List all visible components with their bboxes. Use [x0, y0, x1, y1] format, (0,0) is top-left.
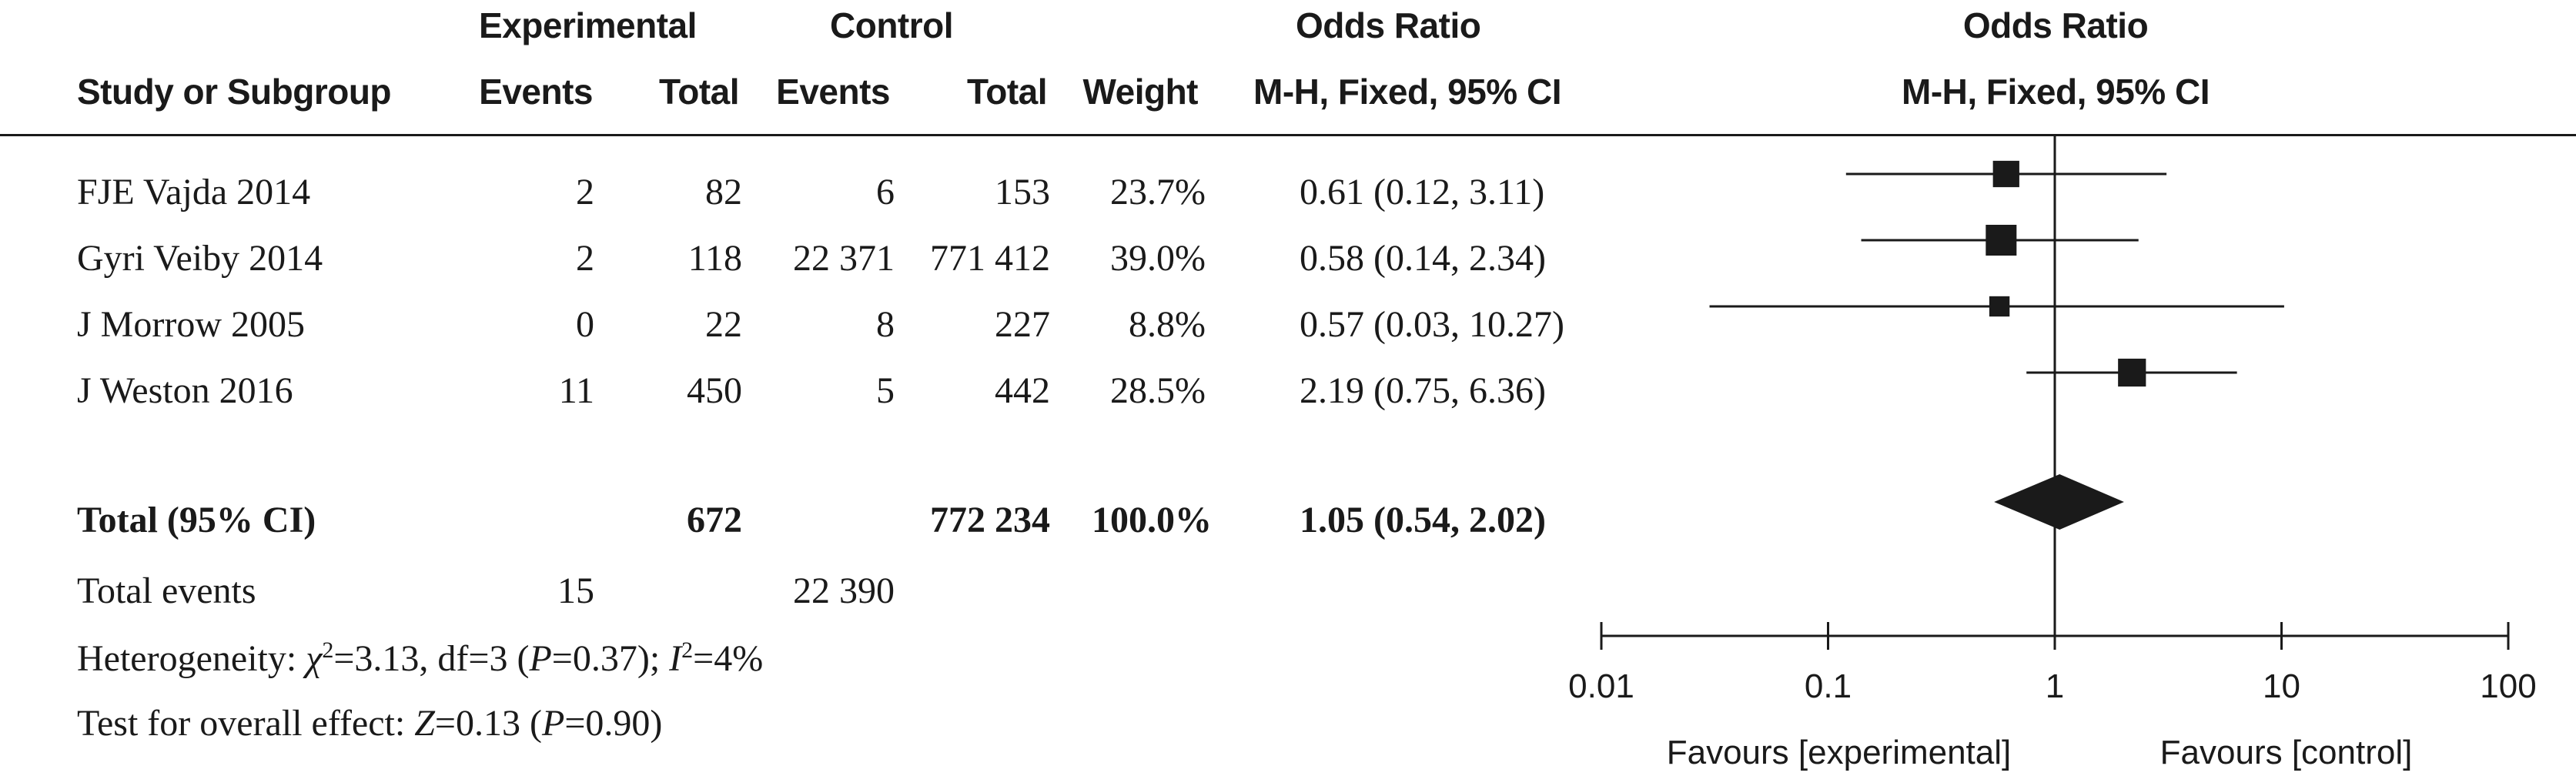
z-symbol: Z: [414, 703, 435, 744]
z-value: =0.13 (: [434, 703, 542, 744]
total-events-ctl: 22 390: [793, 570, 895, 611]
total-weight: 100.0%: [1092, 500, 1212, 540]
pooled-diamond: [1994, 474, 2124, 530]
favours-experimental-label: Favours [experimental]: [1667, 734, 2012, 771]
study-name: J Weston 2016: [77, 370, 293, 411]
total-label: Total (95% CI): [77, 500, 316, 540]
header-exp-total: Total: [659, 72, 739, 112]
study-marker: [1986, 225, 2017, 256]
weight: 23.7%: [1110, 172, 1206, 212]
ctl-total: 771 412: [930, 238, 1050, 279]
p-value: =0.90): [564, 703, 663, 744]
weight: 8.8%: [1129, 304, 1206, 345]
total-events-label: Total events: [77, 570, 256, 611]
ctl-events: 5: [876, 370, 895, 411]
odds-ratio-ci: 0.57 (0.03, 10.27): [1300, 304, 1564, 345]
ctl-total: 153: [995, 172, 1050, 212]
chi-stat: =3.13, df=3 (: [333, 638, 530, 679]
study-name: FJE Vajda 2014: [77, 172, 311, 212]
header-control: Control: [830, 5, 954, 45]
exp-total: 22: [705, 304, 742, 345]
header-weight: Weight: [1082, 72, 1199, 112]
header-ctl-total: Total: [967, 72, 1047, 112]
study-name: Gyri Veiby 2014: [77, 238, 323, 279]
x-tick-label: 1: [2046, 667, 2064, 705]
weight: 28.5%: [1110, 370, 1206, 411]
study-marker: [1992, 160, 2019, 188]
i-value: =4%: [693, 638, 764, 679]
header-plot-method: M-H, Fixed, 95% CI: [1902, 72, 2210, 112]
study-marker: [2118, 358, 2146, 387]
weight: 39.0%: [1110, 238, 1206, 279]
header-experimental: Experimental: [479, 5, 697, 45]
p-value: =0.37);: [551, 638, 670, 679]
exp-events: 2: [576, 172, 594, 212]
exp-events: 0: [576, 304, 594, 345]
i-symbol: I: [669, 638, 682, 679]
favours-control-label: Favours [control]: [2160, 734, 2413, 771]
chi-superscript: 2: [322, 637, 334, 663]
study-marker: [1989, 296, 2010, 317]
header-odds-ratio: Odds Ratio: [1296, 5, 1481, 45]
ctl-total: 442: [995, 370, 1050, 411]
x-tick-label: 10: [2263, 667, 2300, 705]
i-superscript: 2: [681, 637, 694, 663]
odds-ratio-ci: 0.61 (0.12, 3.11): [1300, 172, 1545, 212]
header-exp-events: Events: [479, 72, 593, 112]
header-rule: [0, 134, 2576, 136]
odds-ratio-ci: 0.58 (0.14, 2.34): [1300, 238, 1546, 279]
p-symbol: P: [541, 703, 565, 744]
exp-total: 118: [687, 238, 742, 279]
exp-events: 2: [576, 238, 594, 279]
header-ctl-events: Events: [776, 72, 890, 112]
chi-symbol: χ: [306, 638, 323, 679]
study-name: J Morrow 2005: [77, 304, 305, 345]
heterogeneity-prefix: Heterogeneity:: [77, 638, 306, 679]
ctl-total: 227: [995, 304, 1050, 345]
exp-events: 11: [558, 370, 594, 411]
exp-total: 82: [705, 172, 742, 212]
header-method: M-H, Fixed, 95% CI: [1253, 72, 1561, 112]
x-tick-label: 100: [2480, 667, 2536, 705]
total-events-exp: 15: [557, 570, 594, 611]
header-study: Study or Subgroup: [77, 72, 392, 112]
total-ci: 1.05 (0.54, 2.02): [1300, 500, 1546, 540]
x-tick-label: 0.01: [1568, 667, 1634, 705]
overall-effect-line: Test for overall effect: Z=0.13 (P=0.90): [77, 705, 662, 742]
ctl-events: 8: [876, 304, 895, 345]
total-ctl-total: 772 234: [930, 500, 1050, 540]
heterogeneity-line: Heterogeneity: χ2=3.13, df=3 (P=0.37); I…: [77, 639, 763, 677]
header-plot-odds-ratio: Odds Ratio: [1962, 5, 2149, 45]
x-tick-label: 0.1: [1805, 667, 1852, 705]
odds-ratio-ci: 2.19 (0.75, 6.36): [1300, 370, 1546, 411]
p-symbol: P: [529, 638, 552, 679]
ctl-events: 22 371: [793, 238, 895, 279]
exp-total: 450: [687, 370, 742, 411]
total-exp-total: 672: [687, 500, 742, 540]
overall-effect-prefix: Test for overall effect:: [77, 703, 415, 744]
ctl-events: 6: [876, 172, 895, 212]
